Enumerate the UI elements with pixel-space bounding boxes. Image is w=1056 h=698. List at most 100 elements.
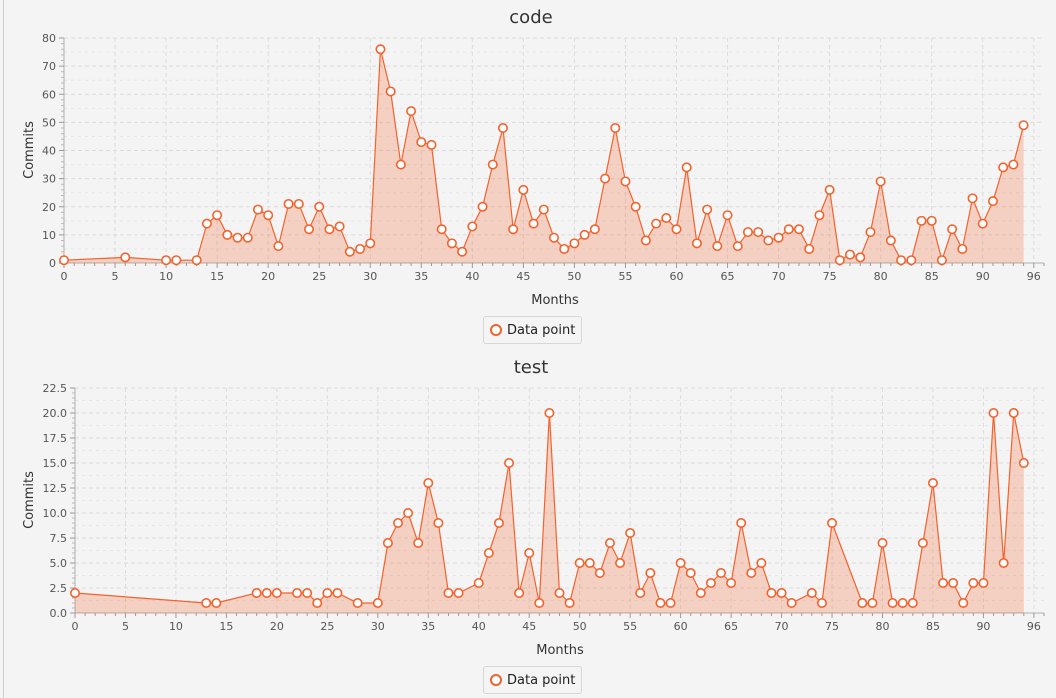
data-point — [312, 598, 323, 609]
data-point — [120, 252, 131, 263]
data-point — [261, 588, 272, 599]
data-point — [191, 255, 202, 266]
y-tick-label: 12.5 — [43, 482, 68, 495]
legend: Data point — [483, 316, 583, 344]
y-tick-label: 7.5 — [50, 532, 68, 545]
y-tick-label: 70 — [42, 60, 56, 73]
y-tick-label: 60 — [42, 88, 56, 101]
y-tick-label: 20 — [42, 201, 56, 214]
x-tick-label: 75 — [825, 620, 839, 633]
data-point — [242, 232, 253, 243]
data-point — [1018, 120, 1029, 131]
data-point — [783, 224, 794, 235]
x-tick-label: 75 — [823, 270, 837, 283]
data-point — [518, 184, 529, 195]
y-tick-label: 2.5 — [50, 582, 68, 595]
data-point — [968, 578, 979, 589]
data-point — [252, 204, 263, 215]
data-point — [392, 518, 403, 529]
data-point — [665, 598, 676, 609]
legend-label: Data point — [507, 672, 576, 688]
data-point — [978, 578, 989, 589]
data-point — [906, 255, 917, 266]
data-point — [314, 201, 325, 212]
data-point — [564, 598, 575, 609]
y-tick-label: 0 — [49, 257, 56, 270]
y-axis-label: Commits — [22, 471, 37, 529]
data-point — [776, 588, 787, 599]
test-chart: test Months Commits 0 5 10 15 20 25 30 35 40 45 50… — [22, 357, 1045, 658]
x-tick-label: 70 — [775, 620, 789, 633]
chart-title: code — [509, 7, 552, 28]
data-point — [365, 238, 376, 249]
code-chart: code Months Commits 0 5 10 15 20 25 30 35 40 45 50… — [22, 7, 1045, 308]
data-point — [916, 215, 927, 226]
data-point — [824, 184, 835, 195]
x-tick-label: 35 — [421, 620, 435, 633]
y-tick-label: 80 — [42, 32, 56, 45]
data-point — [273, 241, 284, 252]
legend-symbol-icon — [490, 674, 502, 686]
chart-title: test — [514, 357, 549, 378]
data-point — [600, 173, 611, 184]
x-tick-label: 65 — [724, 620, 738, 633]
data-point — [467, 221, 478, 232]
data-point — [655, 598, 666, 609]
x-tick-label: 85 — [925, 270, 939, 283]
legend-label: Data point — [507, 322, 576, 338]
data-point — [947, 224, 958, 235]
data-point — [610, 123, 621, 134]
data-point — [753, 227, 764, 238]
data-point — [504, 458, 515, 469]
data-point — [324, 224, 335, 235]
data-point — [907, 598, 918, 609]
x-tick-label: 90 — [976, 270, 990, 283]
data-point — [58, 255, 69, 266]
data-point — [385, 86, 396, 97]
data-point — [594, 568, 605, 579]
data-point — [998, 558, 1009, 569]
data-point — [161, 255, 172, 266]
data-point — [865, 227, 876, 238]
data-point — [604, 538, 615, 549]
data-point — [827, 518, 838, 529]
data-point — [715, 568, 726, 579]
y-tick-label: 10.0 — [43, 507, 68, 520]
data-point — [855, 252, 866, 263]
y-tick-label: 20.0 — [43, 407, 68, 420]
data-point — [645, 568, 656, 579]
data-point — [483, 548, 494, 559]
data-point — [334, 221, 345, 232]
data-point — [548, 232, 559, 243]
data-point — [712, 241, 723, 252]
data-point — [332, 588, 343, 599]
y-tick-label: 5.0 — [50, 557, 68, 570]
x-tick-label: 65 — [721, 270, 735, 283]
data-point — [423, 478, 434, 489]
data-point — [263, 210, 274, 221]
data-point — [722, 210, 733, 221]
data-point — [382, 538, 393, 549]
x-tick-label: 40 — [465, 270, 479, 283]
code-chart-panel: code Months Commits 0 5 10 15 20 25 30 35 40 45 50… — [0, 0, 1056, 348]
x-tick-label: 50 — [573, 620, 587, 633]
data-point — [998, 162, 1009, 173]
x-tick-label: 0 — [61, 270, 68, 283]
x-tick-label: 40 — [472, 620, 486, 633]
data-point — [171, 255, 182, 266]
y-tick-label: 10 — [42, 229, 56, 242]
x-tick-label: 20 — [261, 270, 275, 283]
data-point — [1008, 159, 1019, 170]
data-point — [681, 162, 692, 173]
data-point — [201, 598, 212, 609]
x-tick-label: 20 — [270, 620, 284, 633]
data-point — [625, 528, 636, 539]
x-tick-label: 25 — [320, 620, 334, 633]
y-tick-label: 40 — [42, 145, 56, 158]
x-tick-label: 30 — [371, 620, 385, 633]
data-point — [897, 598, 908, 609]
data-point — [948, 578, 959, 589]
data-point — [938, 578, 949, 589]
data-point — [303, 224, 314, 235]
data-point — [544, 407, 555, 418]
